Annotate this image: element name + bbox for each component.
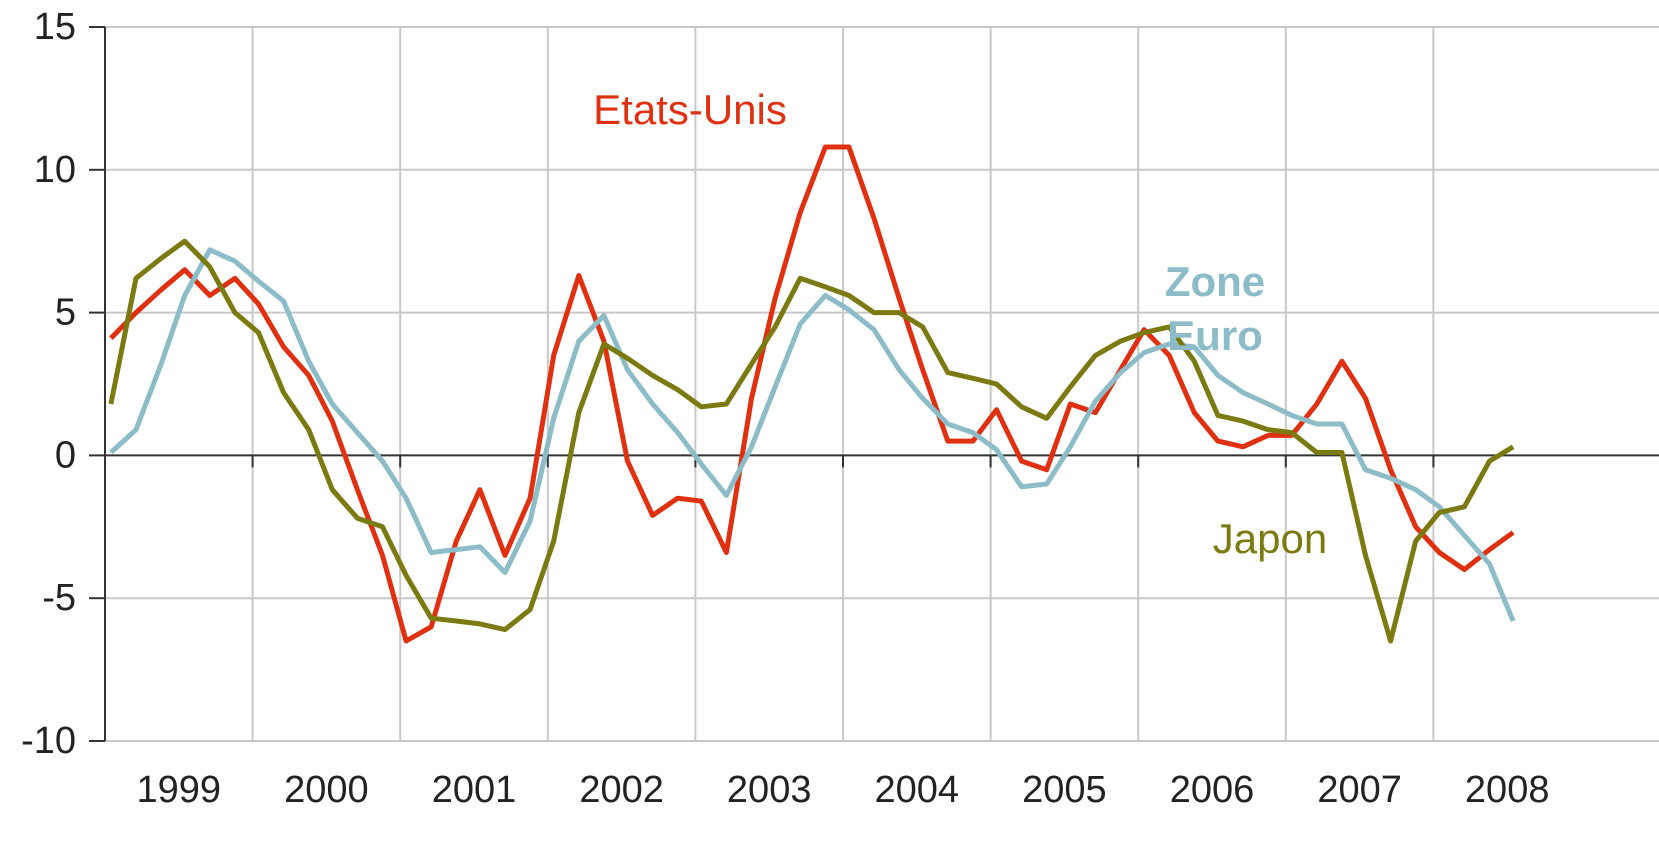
x-tick-label: 2005 <box>1022 769 1107 811</box>
x-tick-label: 2001 <box>432 769 517 811</box>
x-tick-label: 2007 <box>1317 769 1402 811</box>
x-tick-label: 2008 <box>1465 769 1550 811</box>
x-tick-label: 2004 <box>875 769 960 811</box>
y-tick-label: 5 <box>55 292 76 334</box>
x-tick-label: 2006 <box>1170 769 1255 811</box>
y-tick-label: -5 <box>42 577 76 619</box>
x-tick-label: 2002 <box>579 769 664 811</box>
series-label: Zone Euro <box>1164 258 1266 359</box>
series-label: Japon <box>1212 515 1328 562</box>
x-tick-label: 2000 <box>284 769 369 811</box>
x-tick-label: 1999 <box>137 769 222 811</box>
series-line <box>108 238 1515 644</box>
y-tick-label: 10 <box>34 149 76 191</box>
y-tick-label: -10 <box>21 720 76 762</box>
y-tick-label: 15 <box>34 6 76 48</box>
series-line <box>109 144 1515 644</box>
series-line <box>109 247 1516 622</box>
series-label: Etats-Unis <box>593 86 787 133</box>
x-tick-label: 2003 <box>727 769 812 811</box>
y-tick-label: 0 <box>55 434 76 476</box>
